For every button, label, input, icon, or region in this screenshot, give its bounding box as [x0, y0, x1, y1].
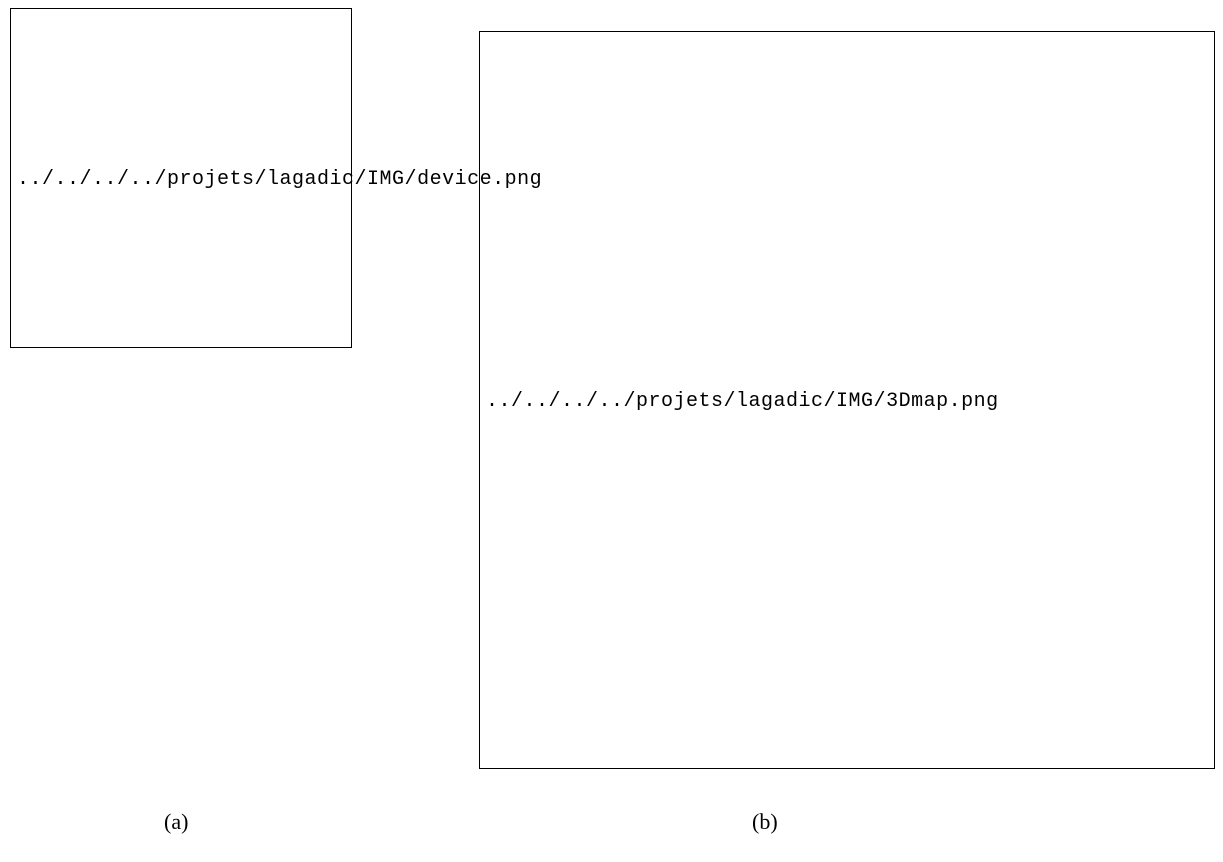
subfigure-b-image-frame [479, 31, 1215, 769]
subfigure-b-missing-image-path: ../../../../projets/lagadic/IMG/3Dmap.pn… [486, 390, 999, 413]
subfigure-b-caption: (b) [752, 809, 778, 834]
subfigure-a-caption: (a) [164, 809, 189, 834]
subfigure-a-image-frame [10, 8, 352, 348]
subfigure-a-missing-image-path: ../../../../projets/lagadic/IMG/device.p… [17, 168, 543, 191]
